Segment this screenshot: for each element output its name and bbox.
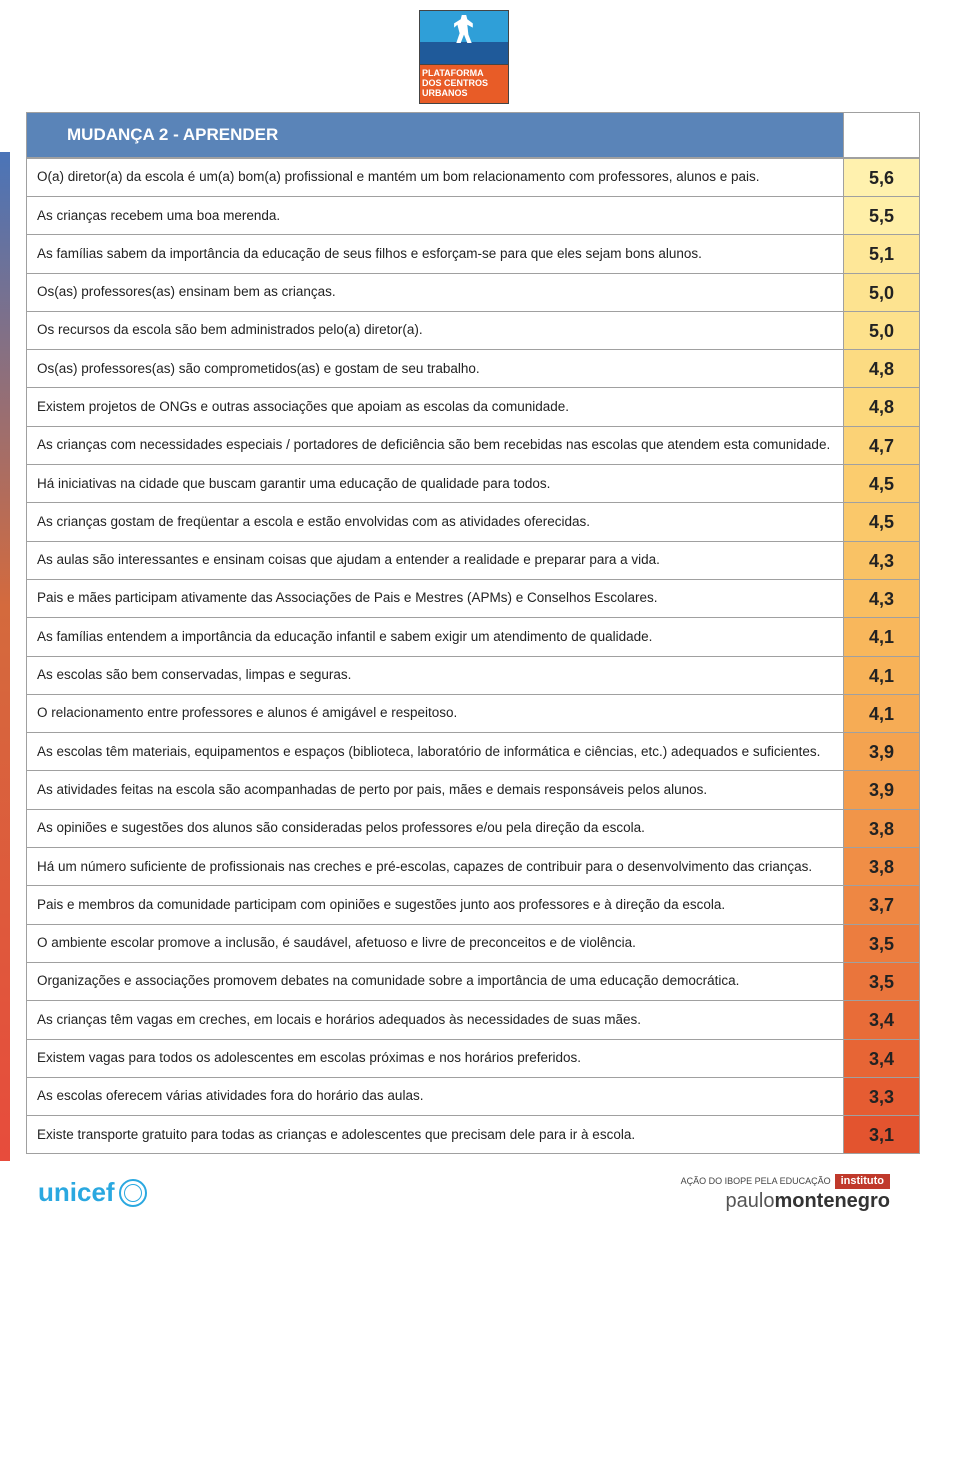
row-text: Os recursos da escola são bem administra… bbox=[27, 311, 844, 349]
table-title: MUDANÇA 2 - APRENDER bbox=[26, 112, 844, 158]
table-header-row: MUDANÇA 2 - APRENDER bbox=[26, 112, 920, 158]
header-logo: PLATAFORMA DOS CENTROS URBANOS bbox=[8, 10, 920, 104]
table-row: Existem vagas para todos os adolescentes… bbox=[27, 1039, 920, 1077]
table-row: Há iniciativas na cidade que buscam gara… bbox=[27, 465, 920, 503]
table-row: As opiniões e sugestões dos alunos são c… bbox=[27, 809, 920, 847]
table-header-spacer bbox=[844, 112, 920, 158]
table-row: As aulas são interessantes e ensinam coi… bbox=[27, 541, 920, 579]
row-value: 3,9 bbox=[844, 733, 920, 771]
row-text: As opiniões e sugestões dos alunos são c… bbox=[27, 809, 844, 847]
row-value: 4,5 bbox=[844, 465, 920, 503]
row-value: 3,1 bbox=[844, 1116, 920, 1154]
row-text: As escolas são bem conservadas, limpas e… bbox=[27, 656, 844, 694]
table-row: As crianças têm vagas em creches, em loc… bbox=[27, 1001, 920, 1039]
row-value: 4,1 bbox=[844, 656, 920, 694]
row-text: Existem projetos de ONGs e outras associ… bbox=[27, 388, 844, 426]
row-text: Há iniciativas na cidade que buscam gara… bbox=[27, 465, 844, 503]
row-text: O ambiente escolar promove a inclusão, é… bbox=[27, 924, 844, 962]
unicef-logo: unicef bbox=[38, 1177, 147, 1208]
row-value: 4,8 bbox=[844, 388, 920, 426]
table-row: Há um número suficiente de profissionais… bbox=[27, 848, 920, 886]
row-value: 5,0 bbox=[844, 273, 920, 311]
row-value: 3,5 bbox=[844, 962, 920, 1000]
row-value: 3,4 bbox=[844, 1039, 920, 1077]
table-row: Pais e mães participam ativamente das As… bbox=[27, 579, 920, 617]
table-row: As crianças recebem uma boa merenda.5,5 bbox=[27, 196, 920, 234]
row-text: Os(as) professores(as) ensinam bem as cr… bbox=[27, 273, 844, 311]
table-row: As famílias entendem a importância da ed… bbox=[27, 618, 920, 656]
table-row: O(a) diretor(a) da escola é um(a) bom(a)… bbox=[27, 158, 920, 196]
row-text: As crianças têm vagas em creches, em loc… bbox=[27, 1001, 844, 1039]
row-value: 3,9 bbox=[844, 771, 920, 809]
row-value: 4,3 bbox=[844, 579, 920, 617]
row-value: 3,8 bbox=[844, 848, 920, 886]
row-text: Pais e mães participam ativamente das As… bbox=[27, 579, 844, 617]
pm-name-bold: montenegro bbox=[774, 1190, 890, 1212]
row-value: 3,7 bbox=[844, 886, 920, 924]
row-text: As famílias entendem a importância da ed… bbox=[27, 618, 844, 656]
row-text: Existem vagas para todos os adolescentes… bbox=[27, 1039, 844, 1077]
table-row: Os(as) professores(as) ensinam bem as cr… bbox=[27, 273, 920, 311]
table-row: As escolas têm materiais, equipamentos e… bbox=[27, 733, 920, 771]
unicef-text: unicef bbox=[38, 1177, 115, 1208]
row-value: 5,1 bbox=[844, 235, 920, 273]
table-row: Os recursos da escola são bem administra… bbox=[27, 311, 920, 349]
table-row: As crianças gostam de freqüentar a escol… bbox=[27, 503, 920, 541]
row-text: As famílias sabem da importância da educ… bbox=[27, 235, 844, 273]
row-text: As crianças recebem uma boa merenda. bbox=[27, 196, 844, 234]
row-value: 5,0 bbox=[844, 311, 920, 349]
row-text: Organizações e associações promovem deba… bbox=[27, 962, 844, 1000]
row-text: Pais e membros da comunidade participam … bbox=[27, 886, 844, 924]
row-value: 5,6 bbox=[844, 158, 920, 196]
table-row: As escolas são bem conservadas, limpas e… bbox=[27, 656, 920, 694]
row-value: 4,8 bbox=[844, 350, 920, 388]
paulo-montenegro-logo: AÇÃO DO IBOPE PELA EDUCAÇÃO instituto pa… bbox=[681, 1174, 890, 1211]
pm-name-light: paulo bbox=[726, 1190, 775, 1212]
table-row: O ambiente escolar promove a inclusão, é… bbox=[27, 924, 920, 962]
row-text: As escolas oferecem várias atividades fo… bbox=[27, 1077, 844, 1115]
table-row: Organizações e associações promovem deba… bbox=[27, 962, 920, 1000]
table-row: O relacionamento entre professores e alu… bbox=[27, 694, 920, 732]
table-row: Pais e membros da comunidade participam … bbox=[27, 886, 920, 924]
table-row: Existem projetos de ONGs e outras associ… bbox=[27, 388, 920, 426]
row-value: 4,3 bbox=[844, 541, 920, 579]
footer: unicef AÇÃO DO IBOPE PELA EDUCAÇÃO insti… bbox=[8, 1154, 920, 1211]
row-text: Existe transporte gratuito para todas as… bbox=[27, 1116, 844, 1154]
table-row: As atividades feitas na escola são acomp… bbox=[27, 771, 920, 809]
table-row: Os(as) professores(as) são comprometidos… bbox=[27, 350, 920, 388]
pm-badge: instituto bbox=[835, 1174, 890, 1189]
table-row: Existe transporte gratuito para todas as… bbox=[27, 1116, 920, 1154]
table-row: As crianças com necessidades especiais /… bbox=[27, 426, 920, 464]
row-value: 4,7 bbox=[844, 426, 920, 464]
row-text: As crianças gostam de freqüentar a escol… bbox=[27, 503, 844, 541]
row-value: 4,1 bbox=[844, 694, 920, 732]
pm-action-text: AÇÃO DO IBOPE PELA EDUCAÇÃO bbox=[681, 1177, 831, 1186]
row-text: As crianças com necessidades especiais /… bbox=[27, 426, 844, 464]
row-text: Os(as) professores(as) são comprometidos… bbox=[27, 350, 844, 388]
row-value: 4,1 bbox=[844, 618, 920, 656]
left-gradient-bar bbox=[0, 152, 10, 1161]
row-text: O(a) diretor(a) da escola é um(a) bom(a)… bbox=[27, 158, 844, 196]
table-row: As escolas oferecem várias atividades fo… bbox=[27, 1077, 920, 1115]
unicef-globe-icon bbox=[119, 1179, 147, 1207]
row-text: As atividades feitas na escola são acomp… bbox=[27, 771, 844, 809]
row-value: 4,5 bbox=[844, 503, 920, 541]
row-text: As aulas são interessantes e ensinam coi… bbox=[27, 541, 844, 579]
table-row: As famílias sabem da importância da educ… bbox=[27, 235, 920, 273]
row-value: 3,5 bbox=[844, 924, 920, 962]
row-text: Há um número suficiente de profissionais… bbox=[27, 848, 844, 886]
logo-line3: URBANOS bbox=[422, 89, 506, 99]
row-text: As escolas têm materiais, equipamentos e… bbox=[27, 733, 844, 771]
data-table: O(a) diretor(a) da escola é um(a) bom(a)… bbox=[26, 158, 920, 1155]
row-value: 3,4 bbox=[844, 1001, 920, 1039]
row-value: 3,8 bbox=[844, 809, 920, 847]
row-value: 3,3 bbox=[844, 1077, 920, 1115]
row-text: O relacionamento entre professores e alu… bbox=[27, 694, 844, 732]
row-value: 5,5 bbox=[844, 196, 920, 234]
